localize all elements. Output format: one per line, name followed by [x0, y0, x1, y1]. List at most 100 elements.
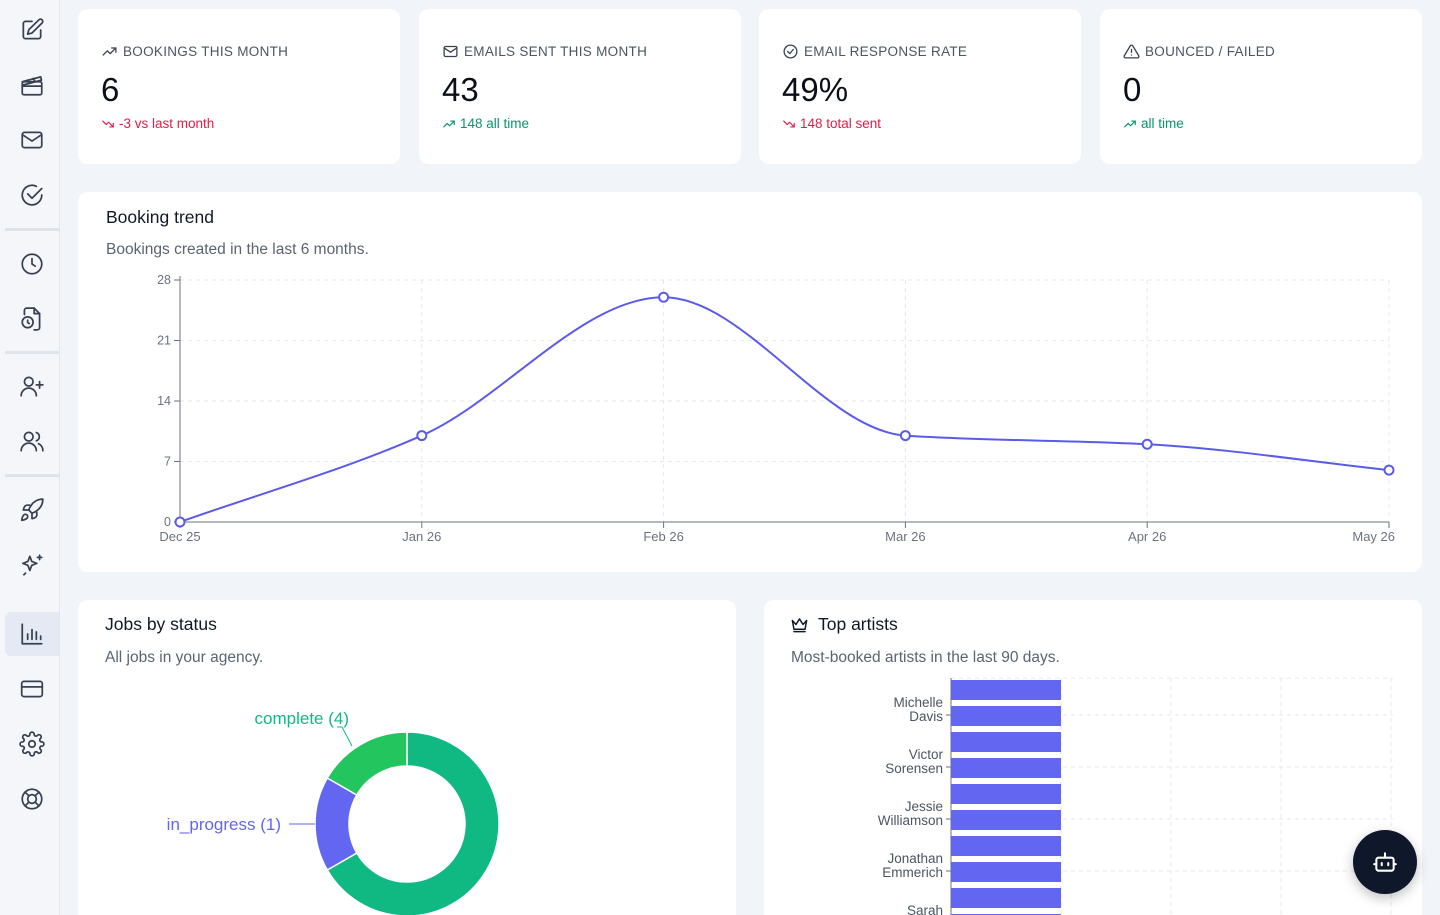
y-tick-label: 7: [164, 455, 171, 469]
x-tick-label: Mar 26: [885, 529, 925, 544]
sidebar-item-tasks[interactable]: [5, 173, 59, 217]
bar: [951, 810, 1061, 830]
trending-up-icon: [1124, 120, 1136, 127]
y-tick-label: 0: [164, 515, 171, 529]
slice-label: in_progress (1): [167, 815, 281, 834]
stat-sub: -3 vs last month: [119, 116, 215, 131]
sidebar-item-settings[interactable]: [5, 722, 59, 766]
clapperboard-icon: [21, 76, 43, 96]
mail-icon: [443, 45, 458, 58]
donut-slice: [326, 731, 500, 915]
bar: [951, 784, 1061, 804]
sidebar-item-analytics[interactable]: [5, 612, 59, 656]
stat-label: EMAIL RESPONSE RATE: [804, 44, 968, 59]
trending-down-icon: [102, 120, 114, 127]
bar: [951, 732, 1061, 752]
bar: [951, 680, 1061, 700]
sidebar-item-ai[interactable]: [5, 543, 59, 587]
card-title: Booking trend: [106, 207, 214, 227]
life-buoy-icon: [21, 788, 43, 810]
stat-card-bounced: BOUNCED / FAILED 0 all time: [1100, 9, 1422, 164]
check-circle-icon: [21, 184, 43, 206]
stat-card-emails: EMAILS SENT THIS MONTH 43 148 all time: [419, 9, 741, 164]
stat-label: BOUNCED / FAILED: [1145, 44, 1276, 59]
users-icon: [20, 431, 44, 452]
y-tick-label: 14: [157, 394, 171, 408]
x-tick-label: May 26: [1352, 529, 1395, 544]
jobs-by-status-card: Jobs by status All jobs in your agency. …: [78, 600, 736, 915]
sidebar-item-timesheets[interactable]: [5, 297, 59, 341]
card-title: Top artists: [818, 614, 898, 634]
mail-icon: [21, 131, 43, 149]
stat-sub: all time: [1141, 116, 1184, 131]
x-tick-label: Dec 25: [159, 529, 200, 544]
sidebar-divider: [5, 474, 59, 477]
sidebar-item-launch[interactable]: [5, 488, 59, 532]
bar: [951, 836, 1061, 856]
sidebar-divider: [5, 351, 59, 354]
sidebar-item-edit[interactable]: [5, 8, 59, 52]
clock-icon: [21, 253, 43, 275]
bar: [951, 888, 1061, 908]
series-line: [179, 296, 1390, 523]
sparkles-icon: [21, 554, 43, 576]
y-tick-label: Jonathan Emmerich: [882, 851, 943, 880]
stat-card-response-rate: EMAIL RESPONSE RATE 49% 148 total sent: [759, 9, 1081, 164]
x-tick-label: Feb 26: [643, 529, 683, 544]
stat-sub: 148 total sent: [800, 116, 882, 131]
credit-card-icon: [20, 680, 44, 698]
sidebar-item-help[interactable]: [5, 777, 59, 821]
bar: [951, 758, 1061, 778]
alert-triangle-icon: [1123, 44, 1140, 59]
sidebar-item-productions[interactable]: [5, 63, 59, 107]
bar: [951, 862, 1061, 882]
stat-value: 43: [442, 71, 479, 108]
stat-label: EMAILS SENT THIS MONTH: [464, 44, 648, 59]
check-circle-icon: [783, 44, 798, 59]
y-tick-label: Jessie Williamson: [878, 799, 943, 828]
x-tick-label: Apr 26: [1128, 529, 1166, 544]
bar: [951, 706, 1061, 726]
trending-up-icon: [443, 120, 455, 127]
sidebar-divider: [5, 228, 59, 231]
user-plus-icon: [20, 376, 44, 397]
trending-up-icon: [102, 47, 117, 56]
rocket-icon: [20, 498, 44, 522]
sidebar-item-history[interactable]: [5, 242, 59, 286]
sidebar-item-users[interactable]: [5, 419, 59, 463]
sidebar-item-mail[interactable]: [5, 118, 59, 162]
card-description: All jobs in your agency.: [105, 649, 264, 666]
stat-label: BOOKINGS THIS MONTH: [123, 44, 289, 59]
sidebar: [0, 0, 60, 915]
y-tick-label: 21: [157, 334, 171, 348]
stat-value: 49%: [782, 71, 849, 108]
bot-icon: [1373, 852, 1397, 872]
label-leader: [337, 726, 353, 747]
jobs-by-status-chart: complete (4) in_progress (1): [167, 709, 500, 915]
data-point: [174, 516, 186, 528]
booking-trend-card: Booking trend Bookings created in the la…: [78, 192, 1422, 572]
sidebar-item-add-user[interactable]: [5, 364, 59, 408]
stat-sub: 148 all time: [460, 116, 530, 131]
y-tick-label: Sarah: [907, 903, 943, 915]
data-point: [1383, 464, 1395, 476]
stat-value: 0: [1123, 71, 1142, 108]
crown-icon: [791, 618, 808, 633]
sidebar-item-billing[interactable]: [5, 667, 59, 711]
booking-trend-chart: 0 7 14 21 28 Dec 25 Jan 26 Feb 26 Mar 26 Apr 26 Ma…: [157, 273, 1395, 544]
data-point: [658, 291, 670, 303]
donut-slice: [326, 731, 408, 797]
edit-icon: [22, 18, 44, 40]
stat-value: 6: [101, 71, 120, 108]
stat-card-bookings: BOOKINGS THIS MONTH 6 -3 vs last month: [78, 9, 400, 164]
trending-down-icon: [783, 120, 795, 127]
x-tick-label: Jan 26: [402, 529, 441, 544]
data-point: [899, 430, 911, 442]
file-clock-icon: [21, 307, 41, 331]
card-description: Most-booked artists in the last 90 days.: [791, 649, 1060, 666]
data-point: [416, 430, 428, 442]
data-point: [1141, 438, 1153, 450]
y-tick-label: 28: [157, 273, 171, 287]
slice-label: complete (4): [255, 709, 349, 728]
assistant-bot-button[interactable]: [1353, 830, 1417, 894]
